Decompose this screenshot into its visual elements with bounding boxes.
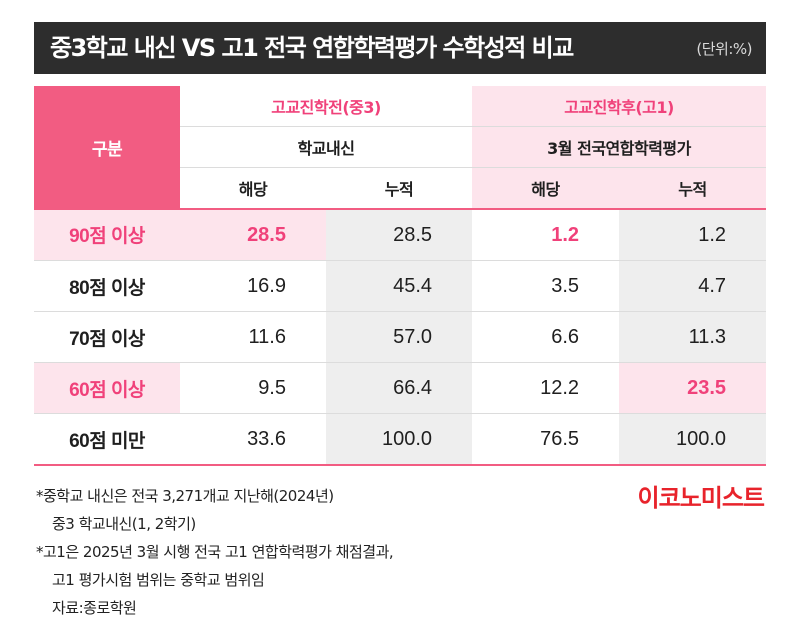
row-label: 70점 이상: [34, 311, 180, 363]
table-cell: 3.5: [472, 260, 620, 312]
table-cell: 4.7: [619, 260, 767, 312]
title-bar: 중3학교 내신 VS 고1 전국 연합학력평가 수학성적 비교 (단위:%): [34, 22, 766, 74]
header-row-sub: 학교내신 3월 전국연합학력평가: [34, 126, 767, 168]
sub-after-header: 3월 전국연합학력평가: [472, 126, 767, 168]
brand-logo: 이코노미스트: [637, 484, 765, 512]
table-row: 60점 미만 33.6 100.0 76.5 100.0: [34, 413, 767, 466]
table-cell: 12.2: [472, 362, 620, 414]
group-before-header: 고교진학전(중3): [180, 86, 473, 127]
table-cell: 11.3: [619, 311, 767, 363]
table-row: 90점 이상 28.5 28.5 1.2 1.2: [34, 209, 767, 261]
table-cell: 76.5: [472, 413, 620, 466]
table-row: 60점 이상 9.5 66.4 12.2 23.5: [34, 362, 767, 414]
header-row-groups: 구분 고교진학전(중3) 고교진학후(고1): [34, 86, 767, 210]
table-row: 80점 이상 16.9 45.4 3.5 4.7: [34, 260, 767, 312]
table-cell: 11.6: [180, 311, 326, 363]
table-cell: 100.0: [326, 413, 473, 466]
row-label: 90점 이상: [34, 209, 180, 261]
footnote-line: 중3 학교내신(1, 2학기): [52, 515, 196, 533]
table-cell: 28.5: [180, 209, 326, 261]
gubun-header: 구분: [34, 86, 180, 210]
table-cell: 6.6: [472, 311, 620, 363]
table-cell: 57.0: [326, 311, 473, 363]
table-cell: 33.6: [180, 413, 326, 466]
col-nujeok-before: 누적: [326, 167, 473, 210]
table-cell: 1.2: [472, 209, 620, 261]
page-title: 중3학교 내신 VS 고1 전국 연합학력평가 수학성적 비교: [50, 34, 574, 62]
source-line: 자료:종로학원: [52, 599, 137, 617]
group-after-header: 고교진학후(고1): [472, 86, 767, 127]
table-cell: 100.0: [619, 413, 767, 466]
footnote-line: 고1 평가시험 범위는 중학교 범위임: [52, 571, 265, 589]
col-nujeok-after: 누적: [619, 167, 767, 210]
row-label: 80점 이상: [34, 260, 180, 312]
table-cell: 66.4: [326, 362, 473, 414]
table-cell: 28.5: [326, 209, 473, 261]
footnote-line: *고1은 2025년 3월 시행 전국 고1 연합학력평가 채점결과,: [36, 543, 394, 561]
footnotes: *중학교 내신은 전국 3,271개교 지난해(2024년) 중3 학교내신(1…: [36, 482, 596, 622]
table-row: 70점 이상 11.6 57.0 6.6 11.3: [34, 311, 767, 363]
table-cell: 9.5: [180, 362, 326, 414]
comparison-table: 구분 고교진학전(중3) 고교진학후(고1) 학교내신 3월 전국연합학력평가 …: [34, 86, 767, 466]
table-cell: 23.5: [619, 362, 767, 414]
table-cell: 16.9: [180, 260, 326, 312]
unit-label: (단위:%): [696, 40, 752, 58]
table-cell: 1.2: [619, 209, 767, 261]
row-label: 60점 미만: [34, 413, 180, 466]
header-row-columns: 해당 누적 해당 누적: [34, 167, 767, 210]
footnote-line: *중학교 내신은 전국 3,271개교 지난해(2024년): [36, 487, 334, 505]
col-haedang-after: 해당: [472, 167, 620, 210]
table-cell: 45.4: [326, 260, 473, 312]
row-label: 60점 이상: [34, 362, 180, 414]
sub-before-header: 학교내신: [180, 126, 473, 168]
col-haedang-before: 해당: [180, 167, 326, 210]
